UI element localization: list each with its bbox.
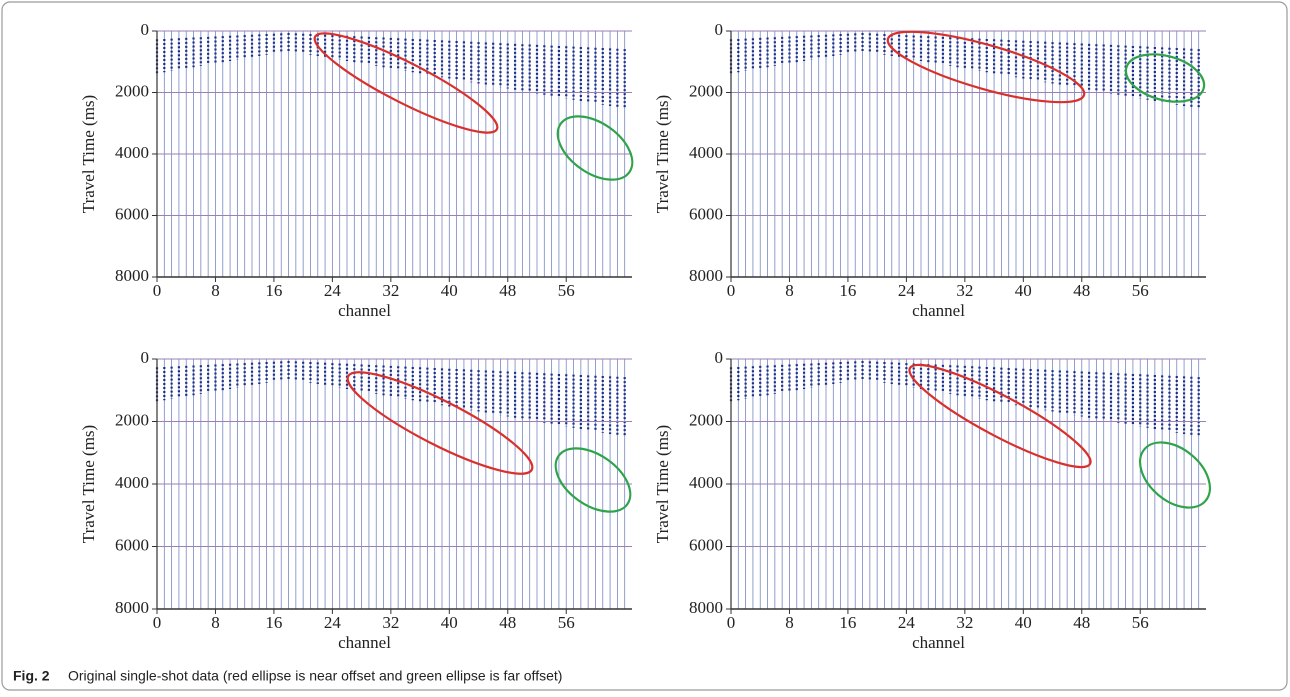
- x-tick-label: 56: [1132, 613, 1149, 632]
- annotation-ellipse: [313, 32, 499, 134]
- x-tick-label: 56: [558, 613, 575, 632]
- x-tick-label: 48: [1073, 613, 1090, 632]
- x-tick-label: 8: [211, 613, 220, 632]
- x-axis-label: channel: [912, 301, 965, 320]
- y-tick-label: 0: [141, 20, 150, 39]
- y-tick-label: 8000: [689, 266, 723, 285]
- y-tick-label: 2000: [115, 410, 149, 429]
- y-tick-label: 4000: [689, 473, 723, 492]
- y-tick-label: 4000: [115, 143, 149, 162]
- y-tick-label: 8000: [115, 266, 149, 285]
- x-tick-label: 40: [1015, 281, 1032, 300]
- y-tick-label: 4000: [689, 143, 723, 162]
- caption-text: Original single-shot data (red ellipse i…: [68, 668, 562, 684]
- x-tick-label: 56: [1132, 281, 1149, 300]
- y-tick-label: 6000: [689, 204, 723, 223]
- annotation-ellipse: [1124, 53, 1206, 103]
- x-tick-label: 8: [785, 613, 794, 632]
- x-tick-label: 16: [839, 613, 856, 632]
- y-tick-label: 0: [715, 348, 724, 367]
- y-tick-label: 0: [141, 348, 150, 367]
- x-axis-label: channel: [338, 633, 391, 652]
- x-tick-label: 8: [785, 281, 794, 300]
- y-tick-label: 2000: [689, 410, 723, 429]
- x-tick-label: 32: [382, 281, 399, 300]
- x-tick-label: 48: [499, 613, 516, 632]
- y-tick-label: 8000: [115, 598, 149, 617]
- x-tick-label: 0: [153, 281, 162, 300]
- x-tick-label: 32: [956, 281, 973, 300]
- x-tick-label: 24: [324, 613, 342, 632]
- y-tick-label: 6000: [689, 535, 723, 554]
- annotation-ellipse: [346, 371, 534, 475]
- annotation-ellipse: [556, 115, 634, 181]
- annotation-ellipse: [886, 30, 1086, 104]
- annotation-ellipse: [1138, 441, 1212, 509]
- y-tick-label: 8000: [689, 598, 723, 617]
- x-axis-label: channel: [912, 633, 965, 652]
- x-tick-label: 16: [265, 613, 282, 632]
- x-tick-label: 0: [727, 613, 736, 632]
- x-tick-label: 56: [558, 281, 575, 300]
- y-axis-label: Travel Time (ms): [79, 95, 98, 213]
- x-tick-label: 32: [956, 613, 973, 632]
- x-axis-label: channel: [338, 301, 391, 320]
- caption-label: Fig. 2: [13, 668, 50, 684]
- annotation-ellipse: [908, 363, 1092, 469]
- x-tick-label: 40: [441, 613, 458, 632]
- y-tick-label: 6000: [115, 204, 149, 223]
- y-tick-label: 0: [715, 20, 724, 39]
- x-tick-label: 24: [898, 281, 916, 300]
- x-tick-label: 0: [153, 613, 162, 632]
- x-tick-label: 16: [839, 281, 856, 300]
- x-tick-label: 8: [211, 281, 220, 300]
- x-tick-label: 40: [441, 281, 458, 300]
- y-axis-label: Travel Time (ms): [653, 95, 672, 213]
- x-tick-label: 0: [727, 281, 736, 300]
- y-axis-label: Travel Time (ms): [79, 425, 98, 543]
- x-tick-label: 32: [382, 613, 399, 632]
- x-tick-label: 16: [265, 281, 282, 300]
- x-tick-label: 24: [898, 613, 916, 632]
- y-tick-label: 2000: [115, 81, 149, 100]
- x-tick-label: 48: [1073, 281, 1090, 300]
- y-tick-label: 4000: [115, 473, 149, 492]
- y-axis-label: Travel Time (ms): [653, 425, 672, 543]
- y-tick-label: 6000: [115, 535, 149, 554]
- x-tick-label: 24: [324, 281, 342, 300]
- x-tick-label: 48: [499, 281, 516, 300]
- annotation-ellipse: [554, 447, 632, 513]
- x-tick-label: 40: [1015, 613, 1032, 632]
- y-tick-label: 2000: [689, 81, 723, 100]
